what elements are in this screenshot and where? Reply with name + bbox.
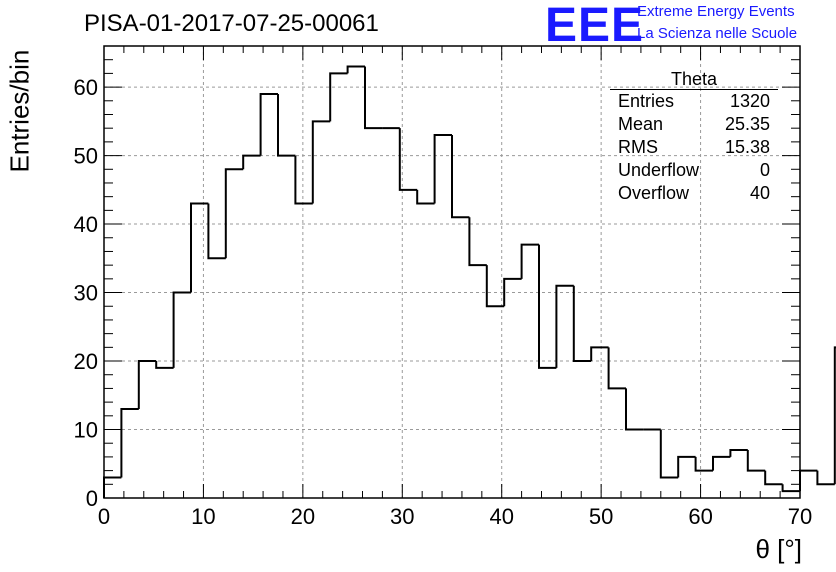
histogram-bin: [207, 203, 226, 260]
histogram-bin: [538, 244, 557, 369]
plot-frame: [103, 45, 801, 499]
histogram-bin: [416, 189, 435, 205]
y-tick-label: 40: [74, 212, 98, 237]
x-tick-label: 0: [98, 504, 110, 529]
stats-row-rms: RMS 15.38: [610, 136, 778, 159]
x-tick-label: 10: [191, 504, 215, 529]
y-tick-label: 0: [86, 486, 98, 511]
histogram-bin: [364, 66, 383, 130]
histogram-bin: [294, 155, 313, 205]
stats-value: 40: [749, 183, 770, 203]
histogram-bin: [607, 347, 626, 390]
histogram-bin: [224, 168, 244, 259]
stats-row-overflow: Overflow 40: [610, 182, 778, 205]
stats-label: Mean: [618, 114, 664, 134]
stats-value: 0: [759, 160, 770, 180]
histogram-bin: [277, 93, 296, 157]
histogram-bin: [120, 407, 139, 478]
logo-line-2: La Scienza nelle Scuole: [637, 25, 798, 42]
y-tick-label: 10: [74, 418, 98, 443]
eee-logo: EEE: [545, 0, 645, 52]
histogram-bin: [346, 65, 365, 74]
x-tick-label: 20: [291, 504, 315, 529]
x-tick-label: 50: [589, 504, 613, 529]
histogram-bin: [503, 277, 522, 307]
histogram-bin: [712, 455, 731, 471]
histogram-bin: [329, 72, 348, 122]
stats-row-entries: Entries 1320: [610, 90, 778, 113]
y-tick-label: 30: [74, 281, 98, 306]
stats-label: RMS: [618, 137, 658, 157]
histogram-bin: [625, 388, 644, 431]
stats-label: Overflow: [618, 183, 690, 203]
histogram-bin: [520, 243, 539, 279]
stats-row-mean: Mean 25.35: [610, 113, 778, 136]
histogram-bin: [816, 470, 835, 486]
histogram-bin: [833, 346, 836, 485]
stats-value: 25.35: [724, 114, 770, 134]
histogram-bin: [764, 470, 783, 486]
x-tick-label: 40: [489, 504, 513, 529]
histogram-bin: [659, 429, 679, 479]
chart-title: PISA-01-2017-07-25-00061: [84, 10, 379, 37]
histogram-bin: [555, 284, 574, 368]
histogram-bin: [398, 128, 418, 191]
x-tick-label: 70: [788, 504, 812, 529]
histogram-bin: [172, 291, 191, 368]
histogram-bin: [311, 120, 331, 204]
histogram-bin: [259, 92, 278, 156]
stats-value: 1320: [729, 91, 770, 111]
y-tick-label: 50: [74, 144, 98, 169]
stats-label: Underflow: [618, 160, 700, 180]
stats-value: 15.38: [724, 137, 770, 157]
histogram-bin: [485, 265, 505, 308]
histogram-bin: [103, 476, 122, 498]
histogram-bin: [729, 449, 748, 457]
stats-label: Entries: [618, 91, 675, 111]
histogram-bin: [468, 217, 487, 267]
histogram-series: [103, 65, 836, 498]
stats-title: Theta: [610, 70, 778, 90]
histogram-bin: [590, 346, 609, 362]
x-axis-label: θ [°]: [755, 534, 802, 564]
x-tick-label: 30: [390, 504, 414, 529]
y-tick-label: 20: [74, 349, 98, 374]
histogram-bin: [242, 154, 261, 170]
histogram-bin: [433, 134, 452, 204]
stats-row-underflow: Underflow 0: [610, 159, 778, 182]
histogram-bin: [155, 361, 174, 369]
histogram-bin: [746, 450, 766, 472]
y-tick-label: 60: [74, 75, 98, 100]
histogram-bin: [799, 469, 818, 492]
stats-box: Theta Entries 1320 Mean 25.35 RMS 15.38 …: [610, 70, 778, 205]
x-tick-label: 60: [688, 504, 712, 529]
histogram-bin: [694, 456, 713, 472]
y-axis-label: Entries/bin: [4, 49, 35, 173]
histogram-bin: [781, 484, 800, 493]
histogram-bin: [137, 360, 157, 409]
histogram-bin: [190, 202, 209, 293]
logo-line-1: Extreme Energy Events: [637, 3, 795, 20]
histogram-bin: [572, 285, 592, 363]
tick-labels: 0 10 20 30 40 50 60 70 0 10 20 30 40 50 60: [74, 75, 813, 529]
histogram-bin: [677, 455, 696, 478]
histogram-bin: [451, 135, 470, 219]
